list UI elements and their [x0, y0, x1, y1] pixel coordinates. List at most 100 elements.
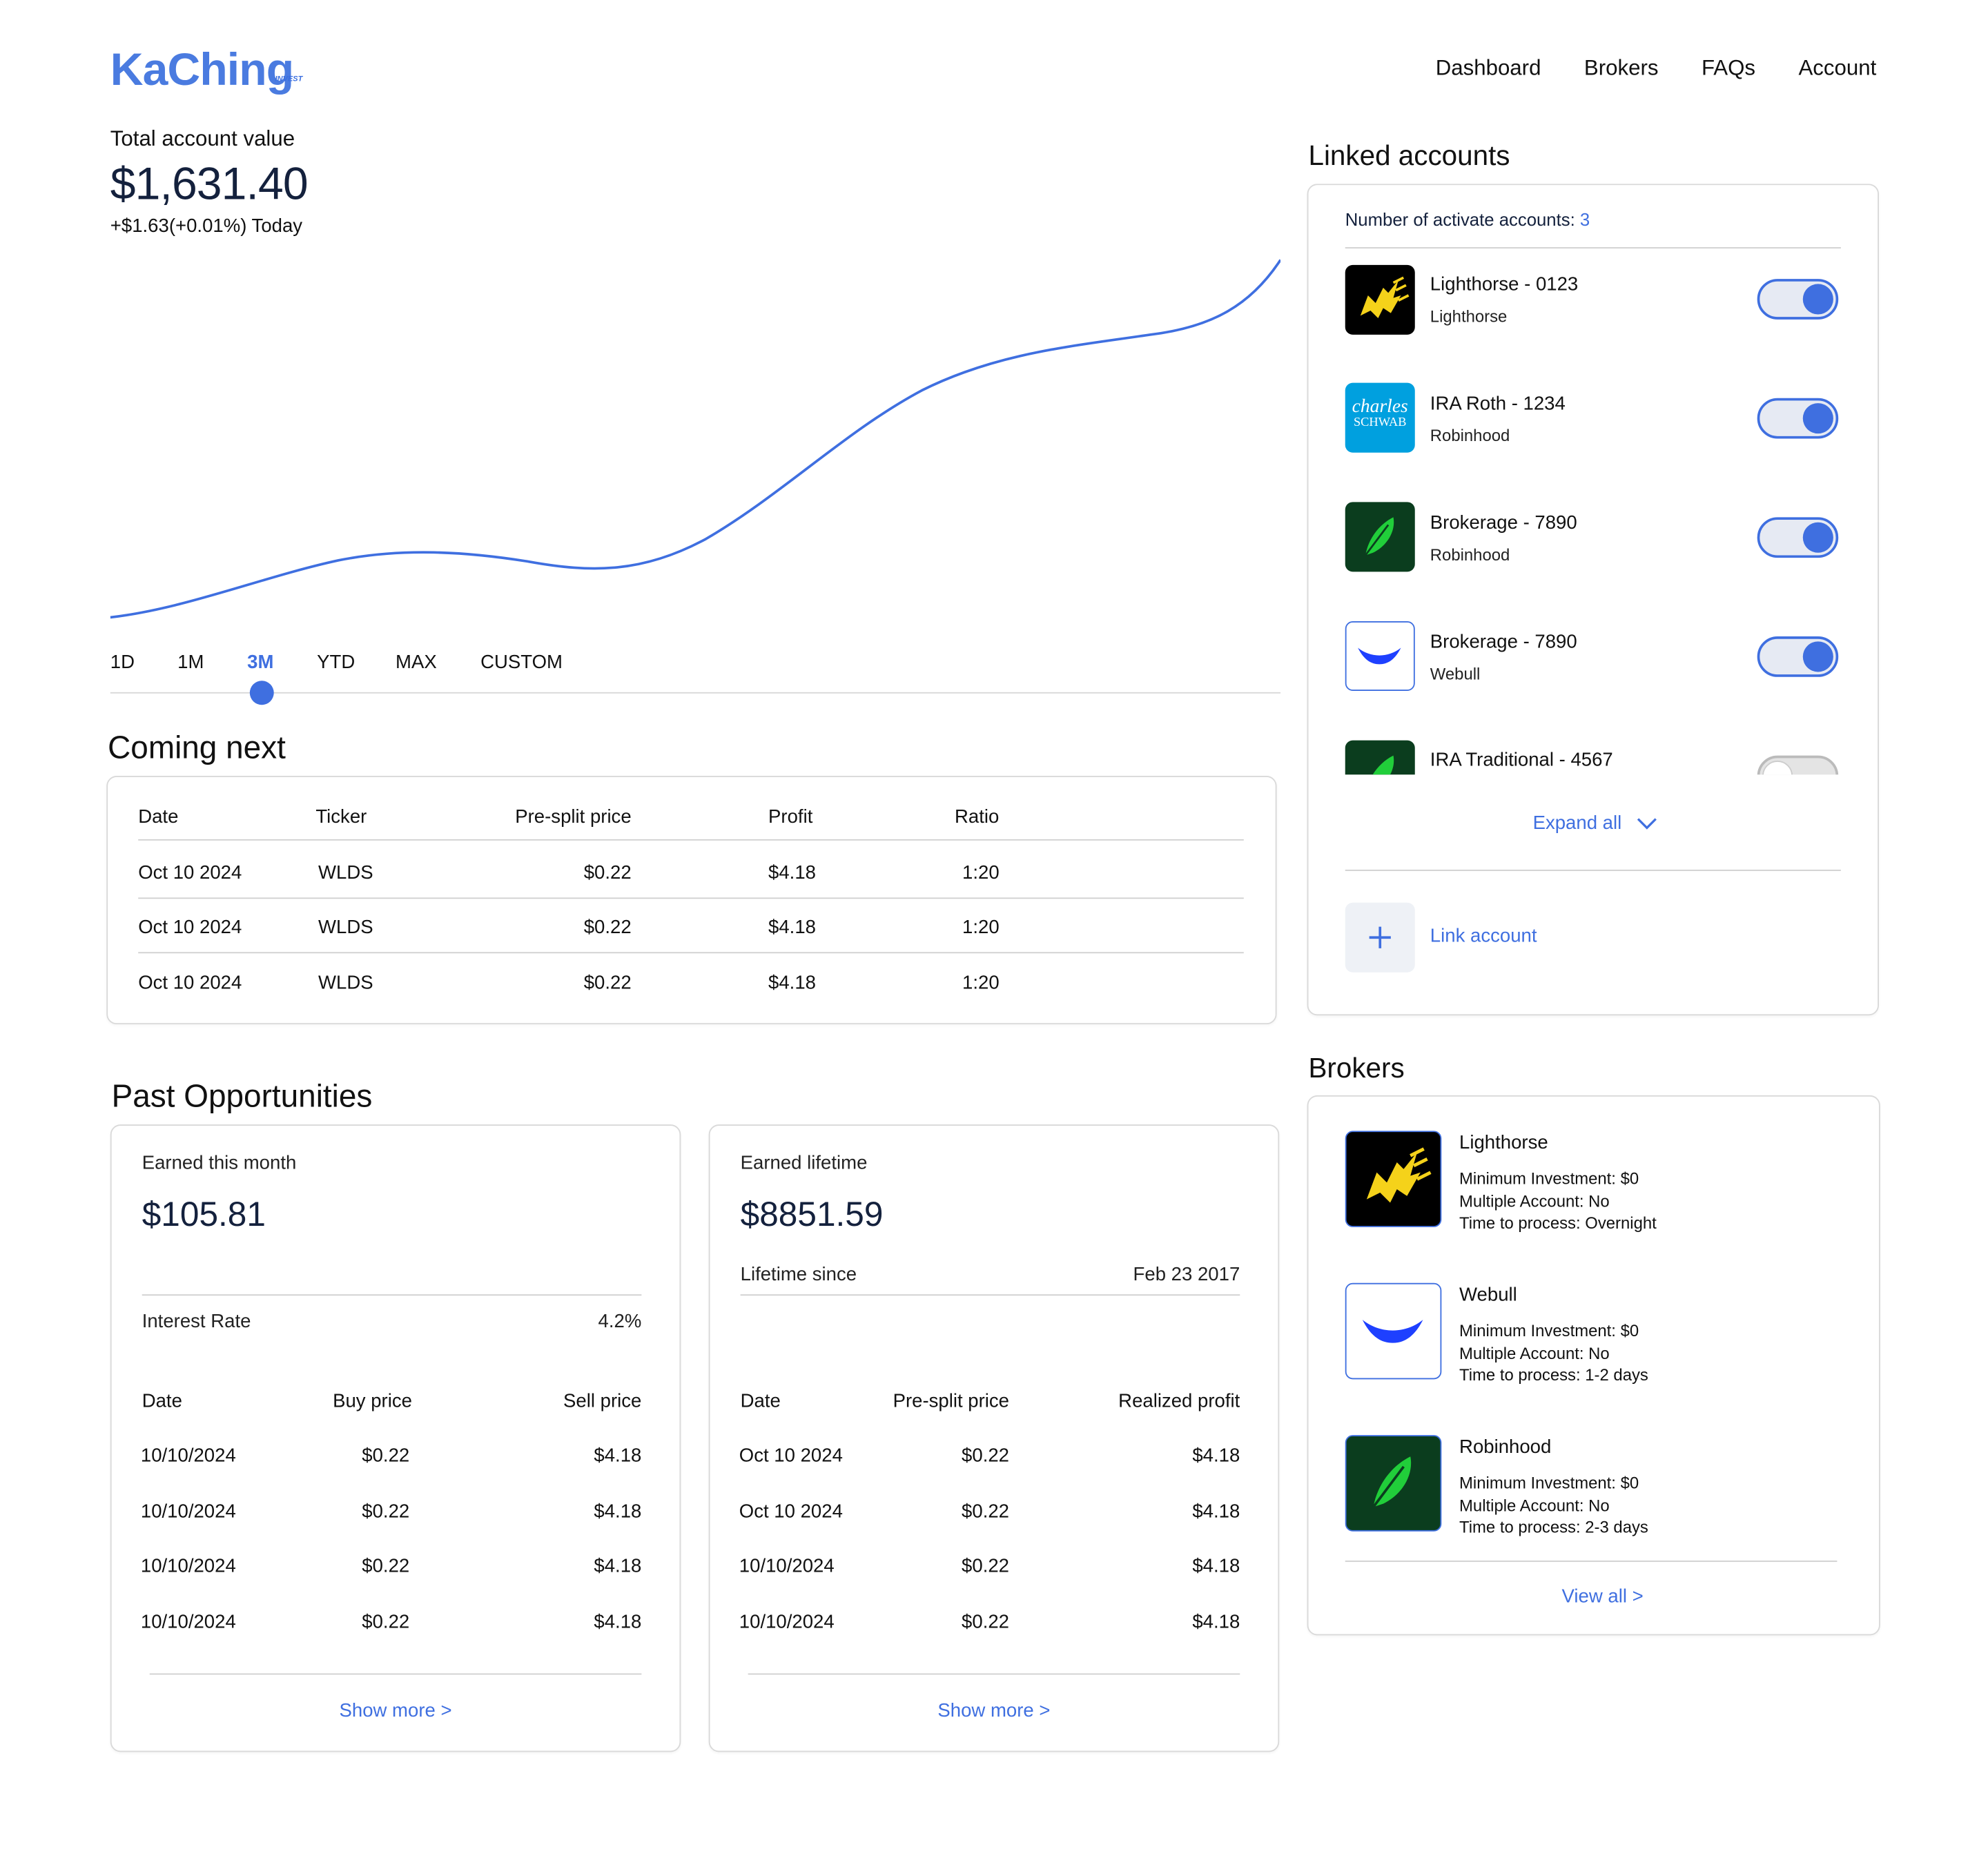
toggle-knob [1802, 284, 1833, 315]
plus-icon [1369, 926, 1391, 948]
toggle-knob [1762, 761, 1793, 775]
account-toggle[interactable] [1757, 755, 1839, 775]
cn-cell-profit: $4.18 [768, 861, 817, 884]
cn-cell-presplit: $0.22 [583, 861, 632, 884]
broker-multiple-account: Multiple Account: No [1459, 1495, 1610, 1514]
nav-faqs[interactable]: FAQs [1701, 55, 1756, 80]
pl-cell-profit: $4.18 [1192, 1555, 1240, 1577]
show-more-month-link[interactable]: Show more > [339, 1700, 452, 1722]
account-name: IRA Traditional - 4567 [1430, 749, 1613, 771]
range-ytd[interactable]: YTD [317, 652, 355, 674]
pm-cell-date: 10/10/2024 [140, 1501, 236, 1523]
active-accounts-count: Number of activate accounts: 3 [1345, 209, 1590, 229]
toggle-knob [1802, 641, 1833, 672]
nav-brokers[interactable]: Brokers [1583, 55, 1659, 80]
row-divider [138, 952, 1244, 954]
cn-header-date: Date [138, 806, 179, 828]
broker-min-investment: Minimum Investment: $0 [1459, 1473, 1639, 1492]
list-item: charles SCHWAB IRA Roth - 1234 Robinhood [1308, 382, 1878, 454]
cn-cell-profit: $4.18 [768, 972, 817, 994]
pl-header-presplit: Pre-split price [893, 1390, 1010, 1413]
total-account-value: $1,631.40 [110, 157, 309, 210]
cn-cell-date: Oct 10 2024 [138, 916, 242, 939]
expand-all-label: Expand all [1532, 812, 1622, 834]
nav-account[interactable]: Account [1798, 55, 1877, 80]
divider [1345, 1560, 1838, 1562]
accounts-list: Lighthorse - 0123 Lighthorse charles SCH… [1308, 185, 1878, 775]
schwab-logo-text-2: SCHWAB [1353, 416, 1407, 430]
pm-cell-sell: $4.18 [594, 1555, 642, 1577]
list-item: IRA Traditional - 4567 [1308, 740, 1878, 775]
range-1d[interactable]: 1D [110, 652, 135, 674]
lifetime-since-value: Feb 23 2017 [1133, 1264, 1240, 1286]
pm-header-sell: Sell price [563, 1390, 642, 1413]
earned-lifetime-label: Earned lifetime [740, 1152, 868, 1174]
pl-cell-profit: $4.18 [1192, 1445, 1240, 1467]
pl-cell-date: 10/10/2024 [739, 1611, 835, 1633]
account-name: Brokerage - 7890 [1430, 512, 1577, 534]
broker-time-to-process: Time to process: Overnight [1459, 1213, 1657, 1233]
range-3m[interactable]: 3M [247, 652, 274, 674]
link-account-button[interactable] [1345, 902, 1415, 973]
pl-cell-date: Oct 10 2024 [739, 1501, 843, 1523]
list-item[interactable]: Lighthorse Minimum Investment: $0 Multip… [1308, 1131, 1879, 1232]
account-broker: Robinhood [1430, 545, 1510, 565]
pm-cell-buy: $0.22 [362, 1555, 410, 1577]
nav-dashboard[interactable]: Dashboard [1435, 55, 1541, 80]
pl-cell-profit: $4.18 [1192, 1611, 1240, 1633]
active-accounts-number: 3 [1579, 209, 1590, 230]
pm-cell-sell: $4.18 [594, 1611, 642, 1633]
account-toggle[interactable] [1757, 636, 1839, 677]
divider [748, 1673, 1240, 1675]
account-toggle[interactable] [1757, 517, 1839, 558]
pm-cell-sell: $4.18 [594, 1501, 642, 1523]
pm-cell-date: 10/10/2024 [140, 1445, 236, 1467]
webull-logo [1345, 1282, 1442, 1380]
view-all-brokers-link[interactable]: View all > [1561, 1585, 1644, 1608]
broker-min-investment: Minimum Investment: $0 [1459, 1169, 1639, 1188]
cn-cell-ticker: WLDS [318, 861, 373, 884]
toggle-knob [1802, 403, 1833, 434]
list-item[interactable]: Robinhood Minimum Investment: $0 Multipl… [1308, 1435, 1879, 1536]
broker-name: Lighthorse [1459, 1132, 1548, 1154]
range-divider [110, 692, 1281, 694]
linked-accounts-card: Number of activate accounts: 3 Lighthors… [1307, 184, 1879, 1016]
cn-cell-date: Oct 10 2024 [138, 861, 242, 884]
top-nav: Dashboard Brokers FAQs Account [1436, 56, 1877, 81]
expand-all-link[interactable]: Expand all [1533, 812, 1657, 834]
active-accounts-label: Number of activate accounts: [1345, 209, 1575, 230]
robinhood-logo [1345, 1435, 1442, 1532]
coming-next-title: Coming next [108, 730, 286, 766]
range-1m[interactable]: 1M [177, 652, 204, 674]
show-more-lifetime-link[interactable]: Show more > [937, 1700, 1051, 1722]
divider [142, 1294, 642, 1296]
list-item: Lighthorse - 0123 Lighthorse [1308, 264, 1878, 335]
pl-cell-presplit: $0.22 [962, 1555, 1010, 1577]
range-max[interactable]: MAX [396, 652, 437, 674]
coming-next-card: Date Ticker Pre-split price Profit Ratio… [106, 776, 1277, 1025]
interest-rate-value: 4.2% [598, 1311, 642, 1333]
link-account-label[interactable]: Link account [1430, 925, 1537, 948]
pl-cell-profit: $4.18 [1192, 1501, 1240, 1523]
list-item[interactable]: Webull Minimum Investment: $0 Multiple A… [1308, 1282, 1879, 1385]
range-custom[interactable]: CUSTOM [480, 652, 563, 674]
cn-cell-ratio: 1:20 [962, 861, 1000, 884]
broker-time-to-process: Time to process: 1-2 days [1459, 1365, 1648, 1385]
interest-rate-label: Interest Rate [142, 1311, 251, 1333]
schwab-logo: charles SCHWAB [1345, 382, 1415, 453]
earned-month-value: $105.81 [142, 1195, 266, 1234]
range-active-indicator [249, 681, 274, 705]
cn-cell-presplit: $0.22 [583, 972, 632, 994]
pm-cell-buy: $0.22 [362, 1445, 410, 1467]
divider [1345, 869, 1841, 871]
cn-header-presplit: Pre-split price [515, 806, 632, 828]
account-toggle[interactable] [1757, 279, 1839, 320]
chevron-down-icon [1637, 818, 1657, 830]
cn-cell-profit: $4.18 [768, 916, 817, 939]
pl-cell-date: 10/10/2024 [739, 1555, 835, 1577]
cn-header-profit: Profit [768, 806, 813, 828]
brand-logo[interactable]: KaChing [110, 43, 294, 95]
account-toggle[interactable] [1757, 398, 1839, 439]
pl-header-date: Date [740, 1390, 781, 1413]
